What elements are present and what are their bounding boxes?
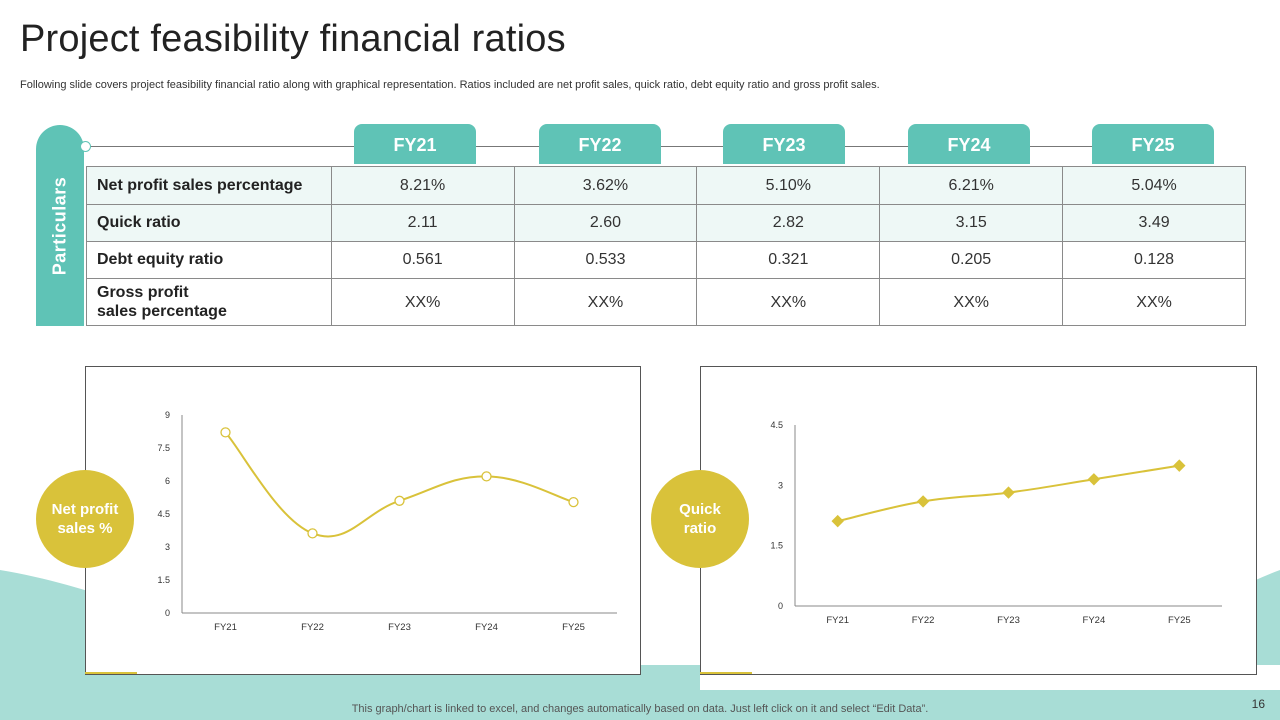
quick-ratio-circle: Quick ratio [651, 470, 749, 568]
x-tick-label: FY25 [562, 622, 585, 633]
connector-dot [80, 141, 91, 152]
data-point-marker [1002, 486, 1015, 499]
x-tick-label: FY23 [997, 615, 1020, 626]
circle-label-line: sales % [57, 520, 113, 537]
circle-label-line: ratio [683, 520, 717, 537]
circle-label-line: Net profit [51, 501, 119, 518]
row-label-line: Gross profit [97, 284, 189, 301]
x-tick-label: FY21 [214, 622, 237, 633]
data-point-marker [220, 427, 231, 438]
table-cell: 3.15 [879, 204, 1064, 242]
table-cell: 5.04% [1062, 166, 1246, 205]
table-row: Gross profit sales percentage XX% XX% XX… [86, 278, 1246, 326]
x-tick-label: FY23 [388, 622, 411, 633]
series-line [224, 431, 574, 538]
table-cell: 3.49 [1062, 204, 1246, 242]
table-cell: 0.533 [513, 241, 698, 279]
row-label: Quick ratio [86, 204, 332, 242]
table-cell: 2.11 [330, 204, 515, 242]
ratios-table: Net profit sales percentage 8.21% 3.62% … [86, 166, 1246, 326]
table-cell: 3.62% [513, 166, 698, 205]
row-label: Gross profit sales percentage [86, 278, 332, 326]
table-cell: XX% [1062, 278, 1246, 326]
y-tick-label: 7.5 [157, 443, 170, 453]
particulars-sidebar: Particulars [36, 125, 84, 326]
table-row: Net profit sales percentage 8.21% 3.62% … [86, 166, 1246, 205]
net-profit-chart-box: 0 1.5 3 4.5 6 7.5 9 FY21 FY22 FY23 FY24 FY25 [85, 366, 641, 675]
table-cell: 0.561 [330, 241, 515, 279]
accent-bar [85, 672, 137, 674]
accent-bar [700, 672, 752, 674]
table-cell: 0.128 [1062, 241, 1246, 279]
footer-note: This graph/chart is linked to excel, and… [351, 703, 929, 715]
year-header-fy24: FY24 [908, 124, 1030, 164]
y-tick-label: 3 [165, 542, 170, 552]
table-cell: 0.321 [696, 241, 881, 279]
quick-ratio-chart-box: 0 1.5 3 4.5 FY21 FY22 FY23 FY24 FY25 [700, 366, 1257, 675]
y-tick-label: 4.5 [157, 509, 170, 519]
data-point-marker [1173, 459, 1186, 472]
x-tick-label: FY24 [475, 622, 498, 633]
x-tick-label: FY22 [301, 622, 324, 633]
data-point-marker [307, 528, 318, 539]
page-title: Project feasibility financial ratios [20, 18, 566, 60]
data-point-marker [568, 496, 579, 508]
table-cell: XX% [330, 278, 515, 326]
table-cell: 5.10% [696, 166, 881, 205]
table-cell: XX% [879, 278, 1064, 326]
page-subtitle: Following slide covers project feasibili… [20, 79, 880, 91]
y-tick-label: 1.5 [157, 575, 170, 585]
x-tick-label: FY25 [1168, 615, 1191, 626]
table-cell: XX% [696, 278, 881, 326]
circle-label-line: Quick [679, 501, 721, 518]
y-tick-label: 0 [165, 608, 170, 618]
row-label: Debt equity ratio [86, 241, 332, 279]
table-cell: 6.21% [879, 166, 1064, 205]
year-header-fy22: FY22 [539, 124, 661, 164]
row-label: Net profit sales percentage [86, 166, 332, 205]
x-tick-label: FY22 [912, 615, 935, 626]
year-header-fy25: FY25 [1092, 124, 1214, 164]
data-point-marker [831, 514, 844, 528]
row-label-line: sales percentage [97, 303, 227, 320]
y-tick-label: 6 [165, 476, 170, 486]
net-profit-chart: 0 1.5 3 4.5 6 7.5 9 FY21 FY22 FY23 FY24 FY25 [157, 410, 617, 633]
quick-ratio-chart: 0 1.5 3 4.5 FY21 FY22 FY23 FY24 FY25 [770, 420, 1222, 626]
year-header-fy21: FY21 [354, 124, 476, 164]
y-tick-label: 1.5 [770, 541, 783, 551]
y-tick-label: 0 [778, 601, 783, 611]
table-cell: 0.205 [879, 241, 1064, 279]
data-point-marker [394, 495, 405, 506]
table-cell: 2.82 [696, 204, 881, 242]
page-number: 16 [1251, 697, 1265, 711]
particulars-label: Particulars [49, 176, 70, 275]
table-row: Quick ratio 2.11 2.60 2.82 3.15 3.49 [86, 204, 1246, 242]
x-tick-label: FY21 [826, 615, 849, 626]
data-point-marker [1087, 473, 1101, 486]
table-cell: 2.60 [513, 204, 698, 242]
y-tick-label: 4.5 [770, 420, 783, 430]
net-profit-circle: Net profit sales % [36, 470, 134, 568]
x-tick-label: FY24 [1083, 615, 1106, 626]
table-cell: XX% [513, 278, 698, 326]
data-point-marker [916, 495, 930, 508]
table-row: Debt equity ratio 0.561 0.533 0.321 0.20… [86, 241, 1246, 279]
table-cell: 8.21% [330, 166, 515, 205]
data-point-marker [481, 471, 492, 482]
y-tick-label: 3 [778, 480, 783, 490]
year-header-fy23: FY23 [723, 124, 845, 164]
y-tick-label: 9 [165, 410, 170, 420]
